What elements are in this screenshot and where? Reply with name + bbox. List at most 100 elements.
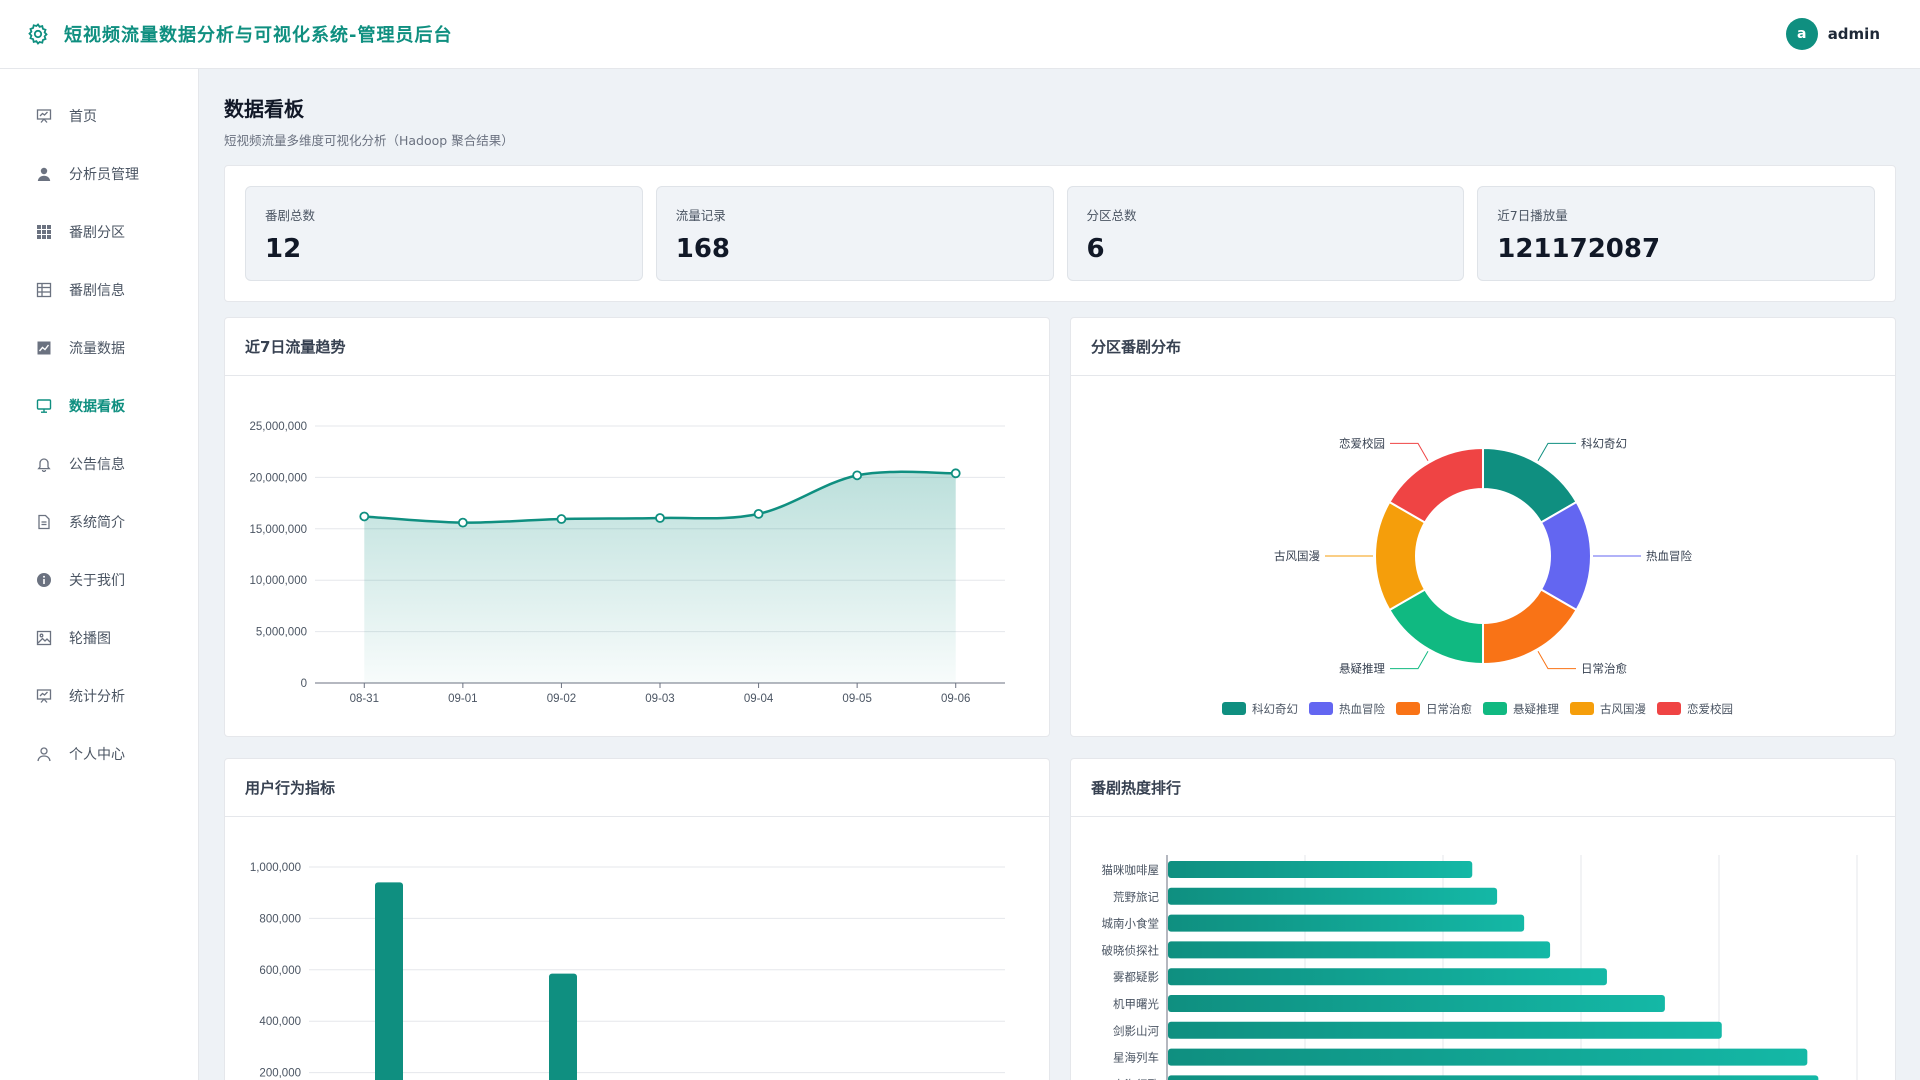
legend-swatch — [1309, 702, 1333, 715]
sidebar-item[interactable]: 系统简介 — [0, 493, 198, 551]
pie-panel: 分区番剧分布 科幻奇幻 热血冒险 日常治愈 悬疑推理 古风国漫 恋爱校园 科幻奇幻 热血冒险日… — [1070, 317, 1896, 737]
legend-label: 科幻奇幻 — [1252, 702, 1298, 716]
bar — [549, 973, 577, 1080]
legend-label: 悬疑推理 — [1513, 702, 1559, 716]
slice-label: 悬疑推理 — [1339, 662, 1385, 676]
avatar[interactable]: a — [1785, 18, 1818, 50]
sidebar-item[interactable]: 首页 — [0, 87, 198, 145]
username[interactable]: admin — [1827, 25, 1880, 43]
legend-swatch — [1396, 702, 1420, 715]
sidebar-item-label: 番剧分区 — [69, 225, 125, 241]
x-tick-label: 09-06 — [941, 693, 970, 705]
x-tick-label: 09-05 — [842, 693, 871, 705]
sidebar-item-label: 公告信息 — [69, 457, 125, 473]
table-icon — [35, 281, 53, 299]
slice-label: 古风国漫 — [1274, 549, 1320, 563]
y-tick-label: 破晓侦探社 — [1102, 943, 1160, 957]
panel-title: 近7日流量趋势 — [225, 318, 1049, 376]
presentation-chart-icon — [35, 687, 53, 705]
y-tick-label: 星海列车 — [1113, 1051, 1159, 1065]
stat-label: 番剧总数 — [265, 208, 316, 223]
stat-value: 12 — [265, 234, 302, 264]
y-tick-label: 机甲曙光 — [1113, 997, 1159, 1011]
y-tick-label: 5,000,000 — [256, 627, 307, 639]
data-point — [359, 511, 370, 522]
label-leader-line — [1537, 651, 1576, 670]
bar — [1168, 887, 1498, 905]
stats-card: 番剧总数 12 流量记录 168 分区总数 6 近7日播放量 121172087 — [224, 165, 1896, 302]
ranking-panel: 番剧热度排行 猫咪咖啡屋 荒野旅记 城南小食堂 破晓侦探社 雾都疑影 机甲曙光 剑影山河 星海… — [1070, 758, 1896, 1080]
sidebar-item-label: 关于我们 — [69, 573, 125, 589]
x-tick-label: 09-04 — [744, 693, 774, 705]
y-tick-label: 雾都疑影 — [1113, 970, 1159, 984]
label-leader-line — [1537, 442, 1576, 461]
slice-label: 日常治愈 — [1581, 662, 1627, 676]
stat-label: 流量记录 — [675, 208, 726, 223]
sidebar-item[interactable]: 公告信息 — [0, 435, 198, 493]
sidebar-item-label: 统计分析 — [69, 689, 125, 705]
data-point — [950, 468, 961, 479]
slice-label: 科幻奇幻 — [1581, 436, 1627, 450]
sidebar-item-label: 系统简介 — [69, 515, 125, 531]
legend-swatch — [1483, 702, 1507, 715]
app-title: 短视频流量数据分析与可视化系统-管理员后台 — [64, 25, 453, 46]
y-tick-label: 600,000 — [259, 965, 301, 977]
legend-label: 热血冒险 — [1339, 702, 1385, 716]
y-tick-label: 200,000 — [259, 1068, 301, 1080]
legend-swatch — [1657, 702, 1681, 715]
image-icon — [35, 629, 53, 647]
top-header: 短视频流量数据分析与可视化系统-管理员后台 a admin — [0, 0, 1920, 69]
label-leader-line — [1390, 651, 1429, 670]
info-icon — [35, 571, 53, 589]
sidebar: 首页 分析员管理番剧分区番剧信息流量数据数据看板公告信息系统简介关于我们轮播图统计… — [0, 69, 199, 1080]
sidebar-item[interactable]: 番剧分区 — [0, 203, 198, 261]
sidebar-item[interactable]: 分析员管理 — [0, 145, 198, 203]
user-outline-icon — [35, 745, 53, 763]
y-tick-label: 800,000 — [259, 913, 301, 925]
x-tick-label: 09-02 — [547, 693, 576, 705]
user-menu[interactable]: a admin — [1785, 18, 1880, 50]
stat-value: 168 — [675, 234, 731, 264]
stat-category-count: 分区总数 6 — [1066, 186, 1465, 281]
behavior-panel: 用户行为指标 200,000 400,000 600,000 800,000 1,000… — [224, 758, 1050, 1080]
grid-icon — [35, 223, 53, 241]
legend-swatch — [1222, 702, 1246, 715]
bar — [1168, 914, 1525, 932]
y-tick-label: 城南小食堂 — [1102, 917, 1160, 931]
sidebar-item-label: 番剧信息 — [69, 283, 125, 299]
sidebar-item-label: 数据看板 — [69, 399, 125, 415]
main-content: 数据看板 短视频流量多维度可视化分析（Hadoop 聚合结果） 番剧总数 12 … — [199, 69, 1920, 1080]
y-tick-label: 10,000,000 — [249, 575, 307, 587]
data-point — [655, 513, 665, 523]
x-tick-label: 09-03 — [645, 693, 674, 705]
y-tick-label: 猫咪咖啡屋 — [1102, 863, 1160, 877]
legend-swatch — [1570, 702, 1594, 715]
sidebar-item[interactable]: 个人中心 — [0, 725, 198, 783]
line-chart-icon — [35, 339, 53, 357]
sidebar-item[interactable]: 统计分析 — [0, 667, 198, 725]
sidebar-item[interactable]: 关于我们 — [0, 551, 198, 609]
data-point — [753, 508, 764, 519]
sidebar-item-label: 轮播图 — [69, 631, 111, 647]
stat-value: 121172087 — [1497, 234, 1661, 264]
y-tick-label: 25,000,000 — [249, 421, 307, 433]
data-point — [457, 517, 468, 528]
sidebar-item[interactable]: 番剧信息 — [0, 261, 198, 319]
sidebar-item[interactable]: 流量数据 — [0, 319, 198, 377]
area-fill — [364, 471, 956, 683]
y-tick-label: 0 — [301, 678, 307, 690]
bar — [1168, 995, 1665, 1012]
pie-slice — [1388, 446, 1484, 524]
y-tick-label: 20,000,000 — [249, 472, 307, 484]
page-title: 数据看板 — [224, 97, 304, 121]
y-tick-label: 山海行歌 — [1113, 1077, 1159, 1080]
sidebar-item[interactable]: 轮播图 — [0, 609, 198, 667]
stat-label: 分区总数 — [1086, 208, 1137, 223]
x-tick-label: 08-31 — [350, 693, 379, 705]
legend-label: 日常治愈 — [1426, 702, 1472, 716]
sidebar-item[interactable]: 数据看板 — [0, 377, 198, 435]
document-icon — [35, 513, 53, 531]
bar — [1168, 1021, 1722, 1039]
monitor-icon — [35, 397, 53, 415]
sidebar-item-label: 个人中心 — [69, 747, 125, 763]
